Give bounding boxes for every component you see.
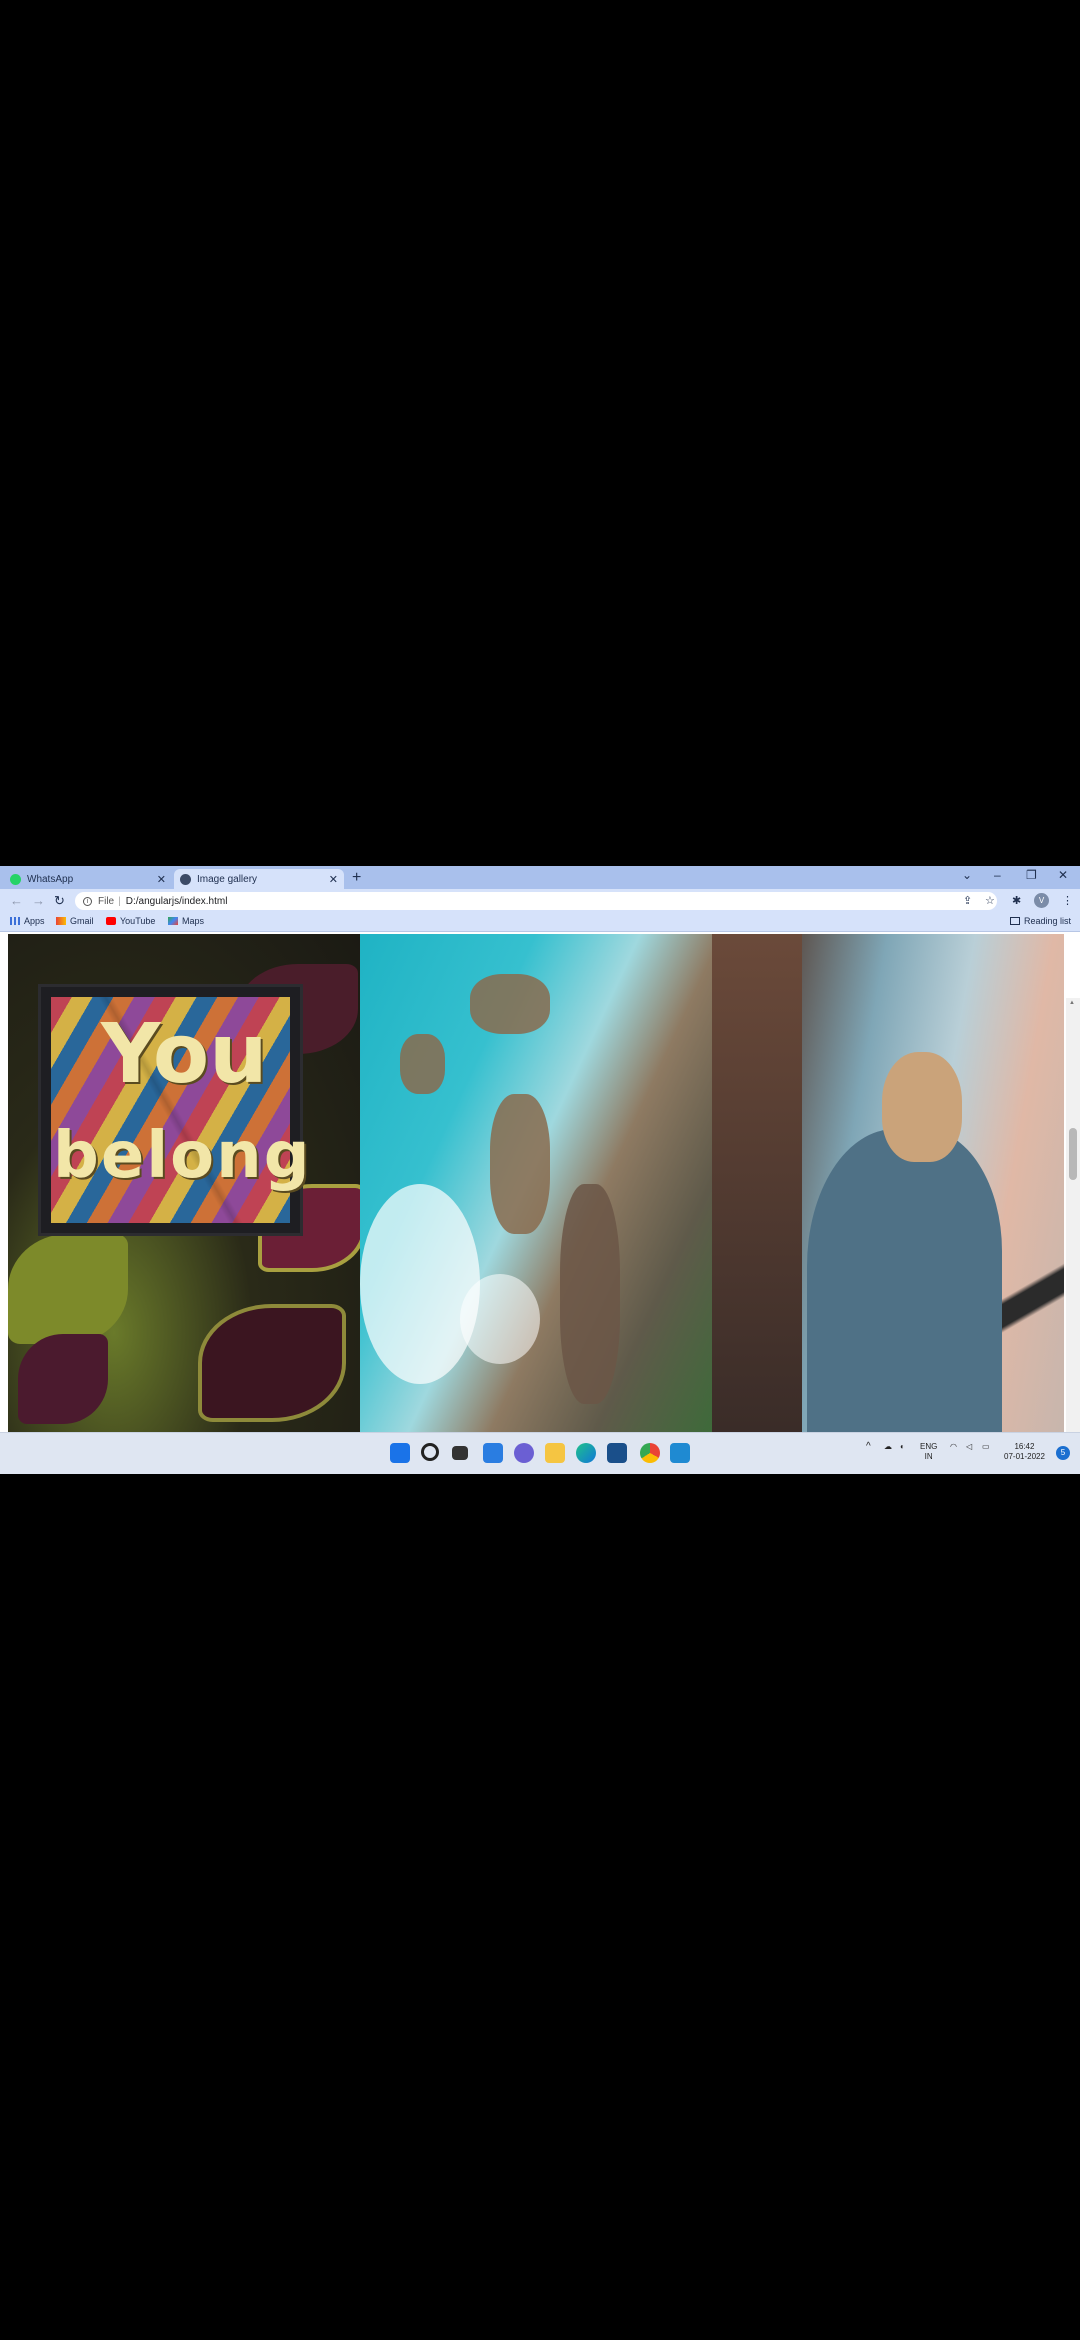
page-scrollbar[interactable]: ▲ ▼ [1066, 998, 1080, 1474]
youtube-icon [106, 917, 116, 925]
leaf-shape [18, 1334, 108, 1424]
bookmark-gmail[interactable]: Gmail [56, 916, 94, 926]
reading-list-label: Reading list [1024, 916, 1072, 926]
volume-icon[interactable]: ◁ [966, 1442, 973, 1451]
whatsapp-icon [10, 873, 21, 885]
bookmark-label: YouTube [120, 916, 156, 926]
vscode-icon[interactable] [670, 1443, 690, 1463]
leaf-shape [198, 1304, 346, 1422]
hair-shape [882, 1052, 962, 1162]
back-icon[interactable]: ← [10, 893, 23, 908]
tab-title: WhatsApp [27, 873, 74, 885]
info-icon[interactable]: i [83, 896, 92, 906]
url-scheme: File [98, 895, 115, 907]
tab-strip: WhatsApp ✕ Image gallery ✕ + ⌄ – ❐ ✕ [0, 866, 1080, 889]
rock-shape [490, 1094, 550, 1234]
gallery-image-garden-sign[interactable]: You belong [8, 934, 360, 1432]
language-line2: IN [924, 1452, 933, 1461]
bookmark-label: Maps [182, 916, 205, 926]
url-text[interactable]: D:/angularjs/index.html [125, 895, 228, 907]
wifi-icon[interactable]: ◠ [950, 1442, 957, 1451]
notification-badge[interactable]: 5 [1056, 1446, 1070, 1460]
wave-foam [360, 1184, 480, 1384]
tab-close-icon[interactable]: ✕ [156, 873, 166, 886]
sign-text-belong: belong [53, 1119, 312, 1193]
maps-icon [168, 917, 178, 925]
chat-icon[interactable] [514, 1443, 534, 1463]
clock[interactable]: 16:42 07-01-2022 [1004, 1442, 1045, 1462]
tab-title: Image gallery [197, 873, 258, 885]
gallery-image-aerial-coast[interactable] [360, 934, 712, 1432]
start-icon[interactable] [390, 1443, 410, 1463]
share-icon[interactable]: ⇪ [963, 895, 973, 907]
star-icon[interactable]: ☆ [985, 895, 995, 907]
restore-button[interactable]: ❐ [1026, 868, 1037, 882]
bookmark-label: Gmail [70, 916, 94, 926]
edge-icon[interactable] [576, 1443, 596, 1463]
clock-time: 16:42 [1014, 1442, 1035, 1451]
bookmark-maps[interactable]: Maps [168, 916, 204, 926]
cloud-icon[interactable]: ☁ [884, 1442, 892, 1451]
language-line1: ENG [920, 1442, 938, 1451]
bookmarks-bar: Apps Gmail YouTube Maps Reading list [0, 913, 1080, 932]
menu-kebab-icon[interactable]: ⋮ [1062, 895, 1073, 907]
rock-shape [400, 1034, 445, 1094]
gallery-image-woman-denim-jacket[interactable] [712, 934, 1064, 1432]
weather-icon[interactable]: ◐ [900, 1442, 905, 1451]
leaf-shape [8, 1234, 128, 1344]
scrollbar-thumb[interactable] [1069, 1128, 1077, 1180]
tray-overflow-icon[interactable]: ^ [866, 1441, 871, 1452]
store-icon[interactable] [607, 1443, 627, 1463]
wave-foam [460, 1274, 540, 1364]
new-tab-button[interactable]: + [352, 869, 362, 886]
widgets-icon[interactable] [483, 1443, 503, 1463]
gmail-icon [56, 917, 66, 925]
tab-close-icon[interactable]: ✕ [328, 873, 338, 886]
file-explorer-icon[interactable] [545, 1443, 565, 1463]
extensions-icon[interactable]: ✱ [1012, 895, 1022, 907]
clock-date: 07-01-2022 [1004, 1452, 1045, 1461]
desktop-screen: WhatsApp ✕ Image gallery ✕ + ⌄ – ❐ ✕ ← →… [0, 866, 1080, 1474]
reload-icon[interactable]: ↻ [54, 893, 65, 908]
jacket-shape [807, 1129, 1002, 1432]
battery-icon[interactable]: ▭ [982, 1442, 990, 1451]
tab-image-gallery[interactable]: Image gallery ✕ [174, 869, 344, 889]
scroll-up-icon[interactable]: ▲ [1069, 1000, 1075, 1006]
search-icon[interactable] [421, 1443, 439, 1461]
task-view-icon[interactable] [452, 1446, 468, 1460]
reading-list-button[interactable]: Reading list [1010, 916, 1071, 926]
rock-shape [560, 1184, 620, 1404]
profile-avatar[interactable]: V [1034, 893, 1049, 908]
minimize-button[interactable]: – [994, 868, 1001, 882]
globe-icon [180, 873, 191, 885]
tab-whatsapp[interactable]: WhatsApp ✕ [4, 869, 172, 889]
reading-list-icon [1010, 917, 1020, 925]
language-indicator[interactable]: ENG IN [920, 1442, 937, 1462]
rock-shape [470, 974, 550, 1034]
building-shape [712, 934, 802, 1432]
url-separator: | [118, 895, 121, 907]
close-window-button[interactable]: ✕ [1058, 868, 1069, 882]
tab-search-icon[interactable]: ⌄ [962, 868, 973, 882]
browser-toolbar: ← → ↻ i File | D:/angularjs/index.html ⇪… [0, 889, 1080, 913]
bookmark-youtube[interactable]: YouTube [106, 916, 155, 926]
sign-text-you: You [101, 1007, 268, 1102]
page-content: You belong ▲ ▼ [0, 932, 1080, 1474]
chrome-icon[interactable] [640, 1443, 660, 1463]
triangle-pattern [51, 997, 290, 1223]
windows-taskbar: ^ ☁ ◐ ENG IN ◠ ◁ ▭ 16:42 07-01-2022 5 [0, 1432, 1080, 1474]
bookmark-apps[interactable]: Apps [10, 916, 45, 926]
bookmark-label: Apps [24, 916, 45, 926]
apps-grid-icon [10, 917, 20, 925]
forward-icon[interactable]: → [32, 893, 45, 908]
sign-board: You belong [38, 984, 310, 1236]
address-bar[interactable]: i File | D:/angularjs/index.html [75, 892, 997, 910]
